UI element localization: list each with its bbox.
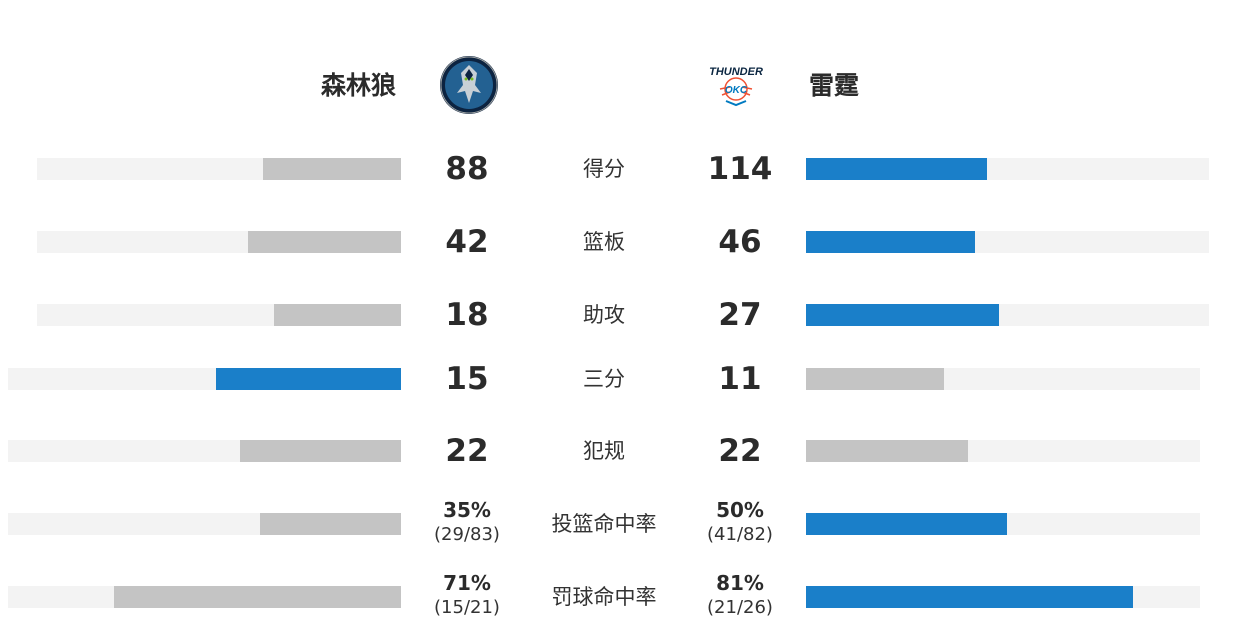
- home-stat-value: 18: [445, 297, 489, 333]
- stat-label: 罚球命中率: [551, 585, 657, 609]
- stat-label: 犯规: [583, 439, 625, 463]
- home-bar-fill: [114, 586, 401, 608]
- home-team-name: 森林狼: [320, 71, 396, 100]
- home-bar-track: [8, 513, 401, 535]
- home-bar-fill: [274, 304, 401, 326]
- home-bar-fill: [260, 513, 401, 535]
- away-bar-fill: [806, 304, 999, 326]
- stat-percent: 35%: [443, 498, 491, 522]
- home-bar-fill: [216, 368, 401, 390]
- home-stat-value: 71% (15/21): [402, 570, 532, 620]
- home-bar-track: [8, 368, 401, 390]
- home-stat-value: 15: [445, 361, 489, 397]
- home-bar-track: [37, 304, 401, 326]
- stat-fraction: (15/21): [434, 597, 500, 618]
- svg-text:OKC: OKC: [725, 85, 748, 96]
- away-bar-fill: [806, 158, 987, 180]
- stat-label: 投篮命中率: [551, 512, 657, 536]
- home-bar-fill: [248, 231, 401, 253]
- stat-percent: 50%: [716, 498, 764, 522]
- away-stat-value: 81% (21/26): [675, 570, 805, 620]
- away-bar-track: [806, 158, 1209, 180]
- away-bar-track: [806, 368, 1200, 390]
- home-bar-track: [8, 586, 401, 608]
- away-stat-value: 27: [718, 297, 762, 333]
- svg-text:THUNDER: THUNDER: [709, 66, 763, 78]
- away-bar-track: [806, 231, 1209, 253]
- away-team-name: 雷霆: [809, 71, 860, 100]
- away-bar-fill: [806, 513, 1007, 535]
- away-stat-value: 22: [718, 433, 762, 469]
- away-stat-value: 46: [718, 224, 762, 260]
- home-stat-value: 88: [445, 151, 489, 187]
- home-stat-value: 42: [445, 224, 489, 260]
- home-bar-track: [8, 440, 401, 462]
- home-bar-fill: [263, 158, 401, 180]
- stat-fraction: (29/83): [434, 524, 500, 545]
- away-bar-fill: [806, 368, 944, 390]
- away-bar-track: [806, 440, 1200, 462]
- stat-label: 篮板: [583, 230, 625, 254]
- home-stat-value: 35% (29/83): [402, 497, 532, 547]
- away-bar-track: [806, 586, 1200, 608]
- stat-percent: 81%: [716, 571, 764, 595]
- stat-label: 三分: [583, 367, 625, 391]
- away-bar-fill: [806, 440, 968, 462]
- home-bar-track: [37, 231, 401, 253]
- timberwolves-logo-icon: [439, 55, 499, 115]
- away-stat-value: 114: [707, 151, 773, 187]
- away-bar-track: [806, 304, 1209, 326]
- home-stat-value: 22: [445, 433, 489, 469]
- away-bar-track: [806, 513, 1200, 535]
- stat-fraction: (21/26): [707, 597, 773, 618]
- stat-label: 助攻: [583, 303, 625, 327]
- away-bar-fill: [806, 231, 975, 253]
- thunder-okc-logo-icon: THUNDER OKC: [706, 55, 766, 115]
- home-bar-fill: [240, 440, 401, 462]
- away-bar-fill: [806, 586, 1133, 608]
- home-bar-track: [37, 158, 401, 180]
- stat-percent: 71%: [443, 571, 491, 595]
- stat-fraction: (41/82): [707, 524, 773, 545]
- away-stat-value: 11: [718, 361, 762, 397]
- stat-label: 得分: [583, 157, 625, 181]
- away-stat-value: 50% (41/82): [675, 497, 805, 547]
